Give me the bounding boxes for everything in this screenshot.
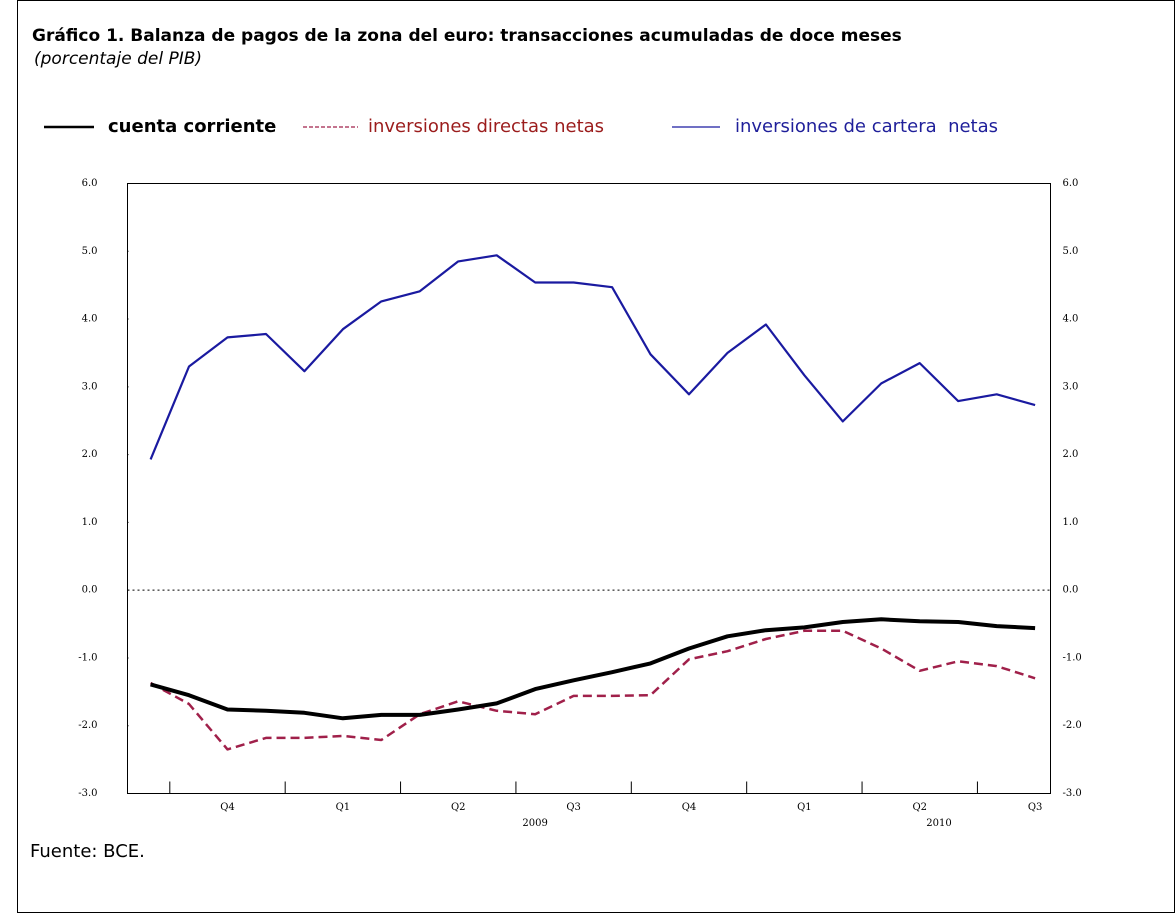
x-group-label: 2010 [926,818,951,829]
y-tick-label: 5.0 [82,246,98,257]
y2-tick-label: 6.0 [1063,178,1079,189]
y2-tick-label: -2.0 [1063,720,1082,731]
y2-tick-label: 4.0 [1063,314,1079,325]
x-tick-label: Q1 [336,802,351,813]
frame [17,0,1175,913]
y2-tick-label: -1.0 [1063,652,1082,663]
y2-tick-label: -3.0 [1063,788,1082,799]
x-tick-label: Q3 [566,802,581,813]
x-tick-label: Q2 [451,802,466,813]
source: Fuente: BCE. [30,841,145,862]
x-tick-label: Q4 [682,802,697,813]
y2-tick-label: 5.0 [1063,246,1079,257]
chart-title: Gráfico 1. Balanza de pagos de la zona d… [32,26,902,46]
x-tick-label: Q2 [912,802,927,813]
legend-label: inversiones directas netas [368,116,604,137]
y2-tick-label: 0.0 [1063,585,1079,596]
legend-label: inversiones de cartera netas [735,116,998,137]
y-tick-label: 3.0 [82,381,98,392]
y-tick-label: 1.0 [82,517,98,528]
y-tick-label: -2.0 [78,720,97,731]
series-line [150,629,1036,751]
y-tick-label: -1.0 [78,652,97,663]
y2-tick-label: 3.0 [1063,381,1079,392]
series-line [150,617,1036,721]
x-tick-label: Q4 [220,802,235,813]
y-tick-label: 4.0 [82,314,98,325]
y2-tick-label: 2.0 [1063,449,1079,460]
y-tick-label: -3.0 [78,788,97,799]
series-line [149,254,1036,460]
x-tick-label: Q3 [1028,802,1043,813]
y2-tick-label: 1.0 [1063,517,1079,528]
legend-label: cuenta corriente [108,116,276,137]
chart-subtitle: (porcentaje del PIB) [34,49,202,69]
y-tick-label: 6.0 [82,178,98,189]
x-group-label: 2009 [522,818,547,829]
y-tick-label: 0.0 [82,585,98,596]
plot-area [127,183,1051,794]
y-tick-label: 2.0 [82,449,98,460]
x-tick-label: Q1 [797,802,812,813]
